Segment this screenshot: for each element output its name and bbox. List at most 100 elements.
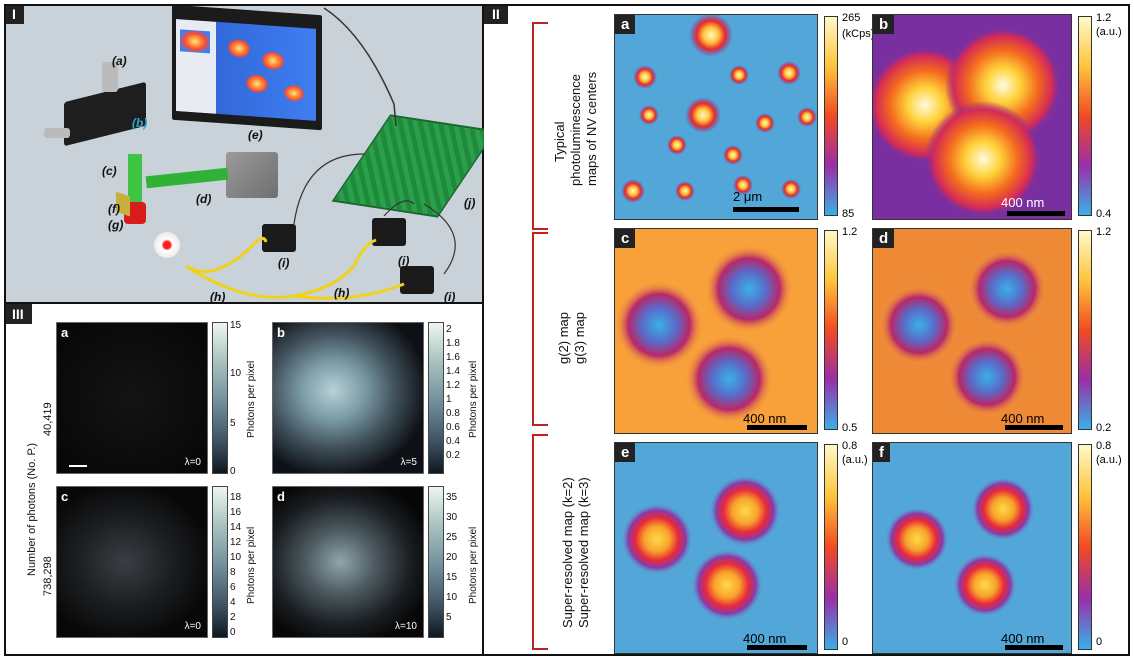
colorbar-f — [1078, 444, 1092, 650]
colorbar-b — [1078, 16, 1092, 216]
label-b: (b) — [132, 116, 148, 130]
figure-frame — [4, 4, 1130, 656]
cb-d-5: 5 — [446, 612, 452, 623]
scale-f: 400 nm — [1001, 631, 1045, 646]
cb-c-top: 1.2 — [842, 226, 858, 238]
lambda-d: λ=10 — [395, 621, 417, 632]
map-e: e 400 nm — [614, 442, 818, 654]
fiber-lines — [185, 7, 456, 300]
panel-tag-I: I — [4, 4, 24, 24]
cb-c-12: 12 — [230, 537, 242, 548]
cb-b-1.2: 1.2 — [446, 380, 460, 391]
map-b: b 400 nm — [872, 14, 1072, 220]
colorbar-c — [824, 230, 838, 430]
colorbar-e — [824, 444, 838, 650]
cb-a-0: 0 — [230, 466, 236, 477]
map-b-spots — [873, 27, 1061, 217]
map-c: c 400 nm — [614, 228, 818, 434]
label-h2: (h) — [334, 286, 350, 300]
photon-letter-d: d — [277, 489, 285, 504]
letter-f: f — [873, 443, 890, 462]
cb-d-15: 15 — [446, 572, 458, 583]
cb-c-14: 14 — [230, 522, 242, 533]
colorbar-a — [824, 16, 838, 216]
cb-a-top: 265 — [842, 12, 861, 24]
cb-a-bottom: 85 — [842, 208, 855, 220]
lambda-b: λ=5 — [400, 457, 417, 468]
label-c: (c) — [102, 164, 117, 178]
label-h1: (h) — [210, 290, 226, 304]
panel-tag-III: III — [4, 304, 32, 324]
map-f: f 400 nm — [872, 442, 1072, 654]
microscope-knob — [102, 62, 118, 92]
scalebar-a — [733, 207, 799, 212]
photon-map-d: d λ=10 — [272, 486, 424, 638]
label-i2: (i) — [398, 254, 410, 268]
panel-tag-II: II — [484, 4, 508, 24]
photon-map-b: b λ=5 — [272, 322, 424, 474]
label-j: (j) — [464, 196, 476, 210]
cb-b-0.6: 0.6 — [446, 422, 460, 433]
cb-b-0.2: 0.2 — [446, 450, 460, 461]
cb-e-bottom: 0 — [842, 636, 849, 648]
cb-d-35: 35 — [446, 492, 458, 503]
lambda-c: λ=0 — [184, 621, 201, 632]
cb-e-unit: (a.u.) — [842, 454, 868, 466]
scale-e: 400 nm — [743, 631, 787, 646]
photon-map-a: a λ=0 — [56, 322, 208, 474]
scale-b: 400 nm — [1001, 195, 1045, 210]
map-f-spots — [885, 477, 1035, 617]
scalebar-d — [1005, 425, 1063, 430]
cb-b-unit: (a.u.) — [1096, 26, 1122, 38]
scalebar-c — [747, 425, 807, 430]
cb-f-unit: (a.u.) — [1096, 454, 1122, 466]
label-f: (f) — [108, 202, 120, 216]
microscope-knob-2 — [44, 128, 70, 138]
cb-b-1.6: 1.6 — [446, 352, 460, 363]
scale-c: 400 nm — [743, 411, 787, 426]
photon-letter-b: b — [277, 325, 285, 340]
panel-photon-maps: III Number of photons (No. P.) 40,419 73… — [4, 304, 484, 656]
photon-letter-a: a — [61, 325, 69, 340]
cb-b-1.8: 1.8 — [446, 338, 460, 349]
bracket-row2 — [532, 232, 548, 426]
cb-b-bottom: 0.4 — [1096, 208, 1112, 220]
map-e-spots — [621, 475, 781, 621]
scalebar-e — [747, 645, 807, 650]
cb-c-8: 8 — [230, 567, 236, 578]
colorbar-d — [1078, 230, 1092, 430]
detector-1 — [262, 224, 296, 252]
cb-c-0: 0 — [230, 627, 236, 638]
green-beam-vertical — [128, 154, 142, 202]
cb-a-5: 5 — [230, 418, 236, 429]
photon-map-c: c λ=0 — [56, 486, 208, 638]
cb-b-1.4: 1.4 — [446, 366, 460, 377]
label-e: (e) — [248, 128, 263, 142]
map-c-dips — [615, 245, 793, 423]
map-a-spots — [621, 15, 817, 203]
cb-e-top: 0.8 — [842, 440, 858, 452]
cb-f-bottom: 0 — [1096, 636, 1103, 648]
lambda-a: λ=0 — [184, 457, 201, 468]
cb-b-top: 1.2 — [1096, 12, 1112, 24]
map-d: d 400 nm — [872, 228, 1072, 434]
colorbar-d — [428, 486, 444, 638]
panel-nv-maps: II Typical photoluminescence maps of NV … — [484, 4, 1130, 656]
cb-a-10: 10 — [230, 368, 242, 379]
label-d: (d) — [196, 192, 212, 206]
cb-a-15: 15 — [230, 320, 242, 331]
colorbar-a — [212, 322, 228, 474]
cb-d-top: 1.2 — [1096, 226, 1112, 238]
cb-c-16: 16 — [230, 507, 242, 518]
cb-b-0.8: 0.8 — [446, 408, 460, 419]
detector-3 — [400, 266, 434, 294]
colorbar-c — [212, 486, 228, 638]
map-a: a 2 μm — [614, 14, 818, 220]
letter-b: b — [873, 15, 895, 34]
cb-f-top: 0.8 — [1096, 440, 1112, 452]
cb-d-20: 20 — [446, 552, 458, 563]
cb-c-10: 10 — [230, 552, 242, 563]
cb-b-2: 2 — [446, 324, 452, 335]
label-i1: (i) — [278, 256, 290, 270]
bracket-row1 — [532, 22, 548, 230]
